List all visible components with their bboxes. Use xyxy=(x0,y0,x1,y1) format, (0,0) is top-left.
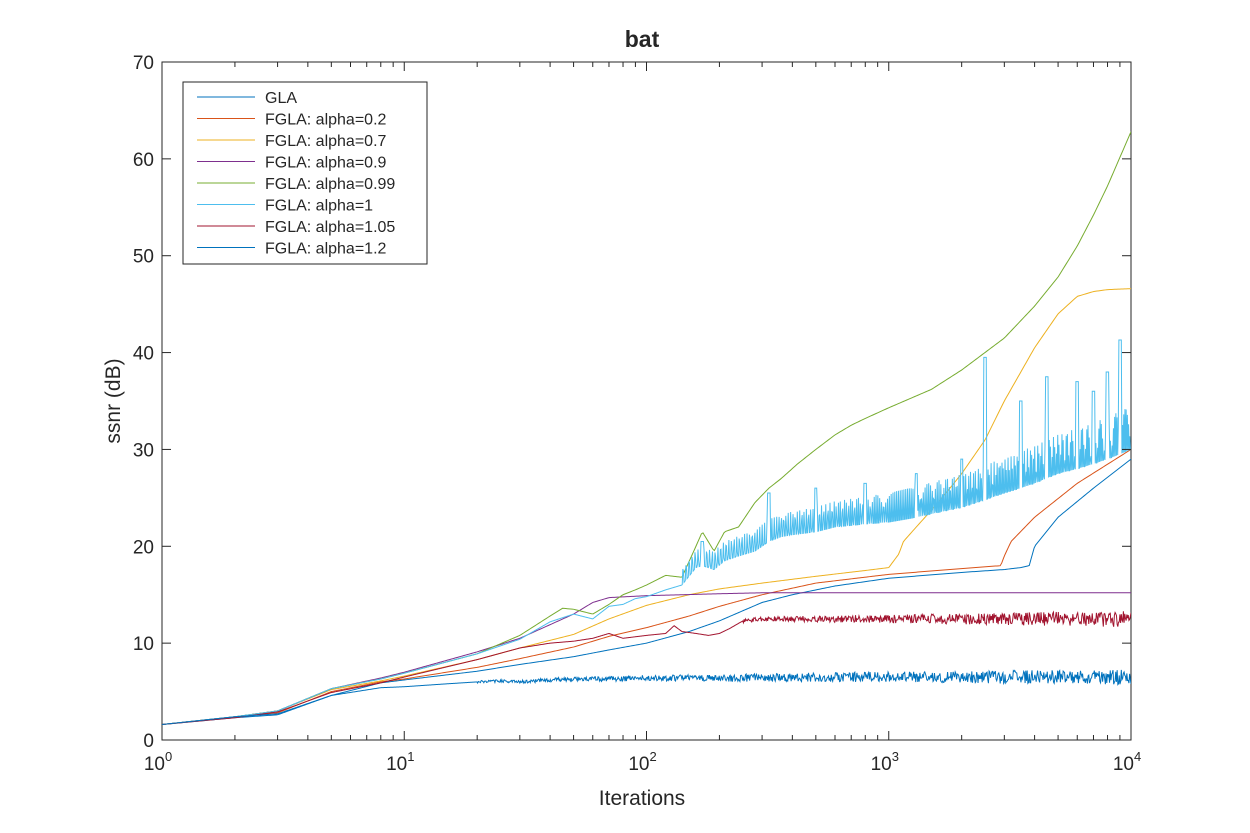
series-line-7 xyxy=(162,669,1131,725)
series-line-2 xyxy=(162,288,1131,725)
y-axis: 0 10 20 30 40 50 60 70 xyxy=(133,53,1131,752)
legend-entry: FGLA: alpha=0.9 xyxy=(265,155,387,172)
y-tick-label: 40 xyxy=(133,344,154,365)
x-axis-label: Iterations xyxy=(599,787,685,810)
x-tick-label: 103 xyxy=(871,749,899,775)
y-tick-label: 20 xyxy=(133,537,154,558)
series-line-5 xyxy=(162,339,1131,725)
legend-entry: FGLA: alpha=0.7 xyxy=(265,133,387,150)
y-tick-label: 60 xyxy=(133,150,154,171)
y-tick-label: 10 xyxy=(133,634,154,655)
legend-entry: GLA xyxy=(265,90,297,107)
chart-title: bat xyxy=(625,26,660,52)
legend: GLA FGLA: alpha=0.2 FGLA: alpha=0.7 FGLA: a… xyxy=(182,81,428,265)
x-axis: 100 101 102 103 104 xyxy=(144,62,1141,775)
legend-entry: FGLA: alpha=1.2 xyxy=(265,241,387,258)
legend-entry: FGLA: alpha=1.05 xyxy=(265,219,395,236)
y-tick-label: 70 xyxy=(133,53,154,74)
y-tick-label: 0 xyxy=(143,731,154,752)
legend-entry: FGLA: alpha=0.99 xyxy=(265,176,395,193)
y-tick-label: 30 xyxy=(133,440,154,461)
x-tick-label: 102 xyxy=(628,749,656,775)
x-tick-label: 104 xyxy=(1113,749,1141,775)
y-axis-label: ssnr (dB) xyxy=(102,358,125,443)
legend-entry: FGLA: alpha=1 xyxy=(265,198,373,215)
x-tick-label: 100 xyxy=(144,749,172,775)
series-line-1 xyxy=(162,449,1131,725)
y-tick-label: 50 xyxy=(133,247,154,268)
series-lines xyxy=(162,131,1131,725)
x-tick-label: 101 xyxy=(386,749,414,775)
series-line-6 xyxy=(162,610,1131,725)
legend-entry: FGLA: alpha=0.2 xyxy=(265,112,387,129)
legend-box xyxy=(182,81,428,265)
